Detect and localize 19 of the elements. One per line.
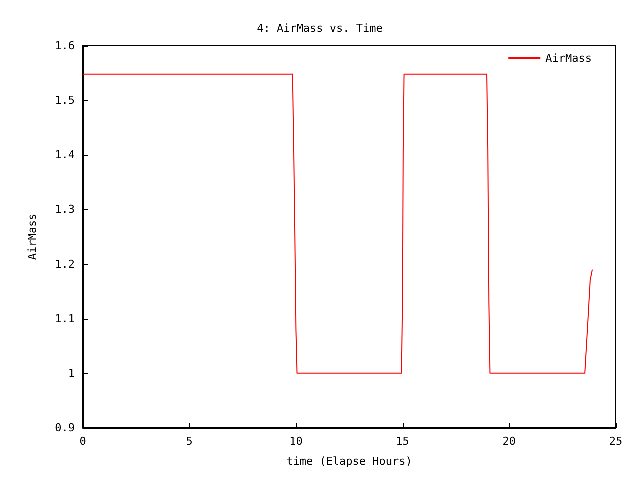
x-tick-label: 15 <box>396 435 410 448</box>
legend-label: AirMass <box>546 52 592 65</box>
x-tick-label: 25 <box>609 435 623 448</box>
y-tick-label: 1.2 <box>55 258 75 271</box>
y-axis-title: AirMass <box>26 214 39 260</box>
y-tick-label: 1 <box>68 366 75 380</box>
chart-title: 4: AirMass vs. Time <box>257 22 383 35</box>
x-tick-label: 0 <box>80 435 86 448</box>
y-tick-label: 1.3 <box>55 203 75 216</box>
y-tick-label: 0.9 <box>55 422 75 434</box>
y-tick-label: 1.1 <box>55 312 75 326</box>
y-tick-label: 1.4 <box>55 148 76 162</box>
x-tick-label: 20 <box>502 435 516 448</box>
x-axis-title: time (Elapse Hours) <box>286 455 412 468</box>
line-series <box>82 74 594 374</box>
x-tick-label: 5 <box>186 435 193 448</box>
x-tick-label: 10 <box>290 435 303 448</box>
y-tick-label: 1.6 <box>55 40 75 52</box>
y-tick-label: 1.5 <box>55 94 75 108</box>
